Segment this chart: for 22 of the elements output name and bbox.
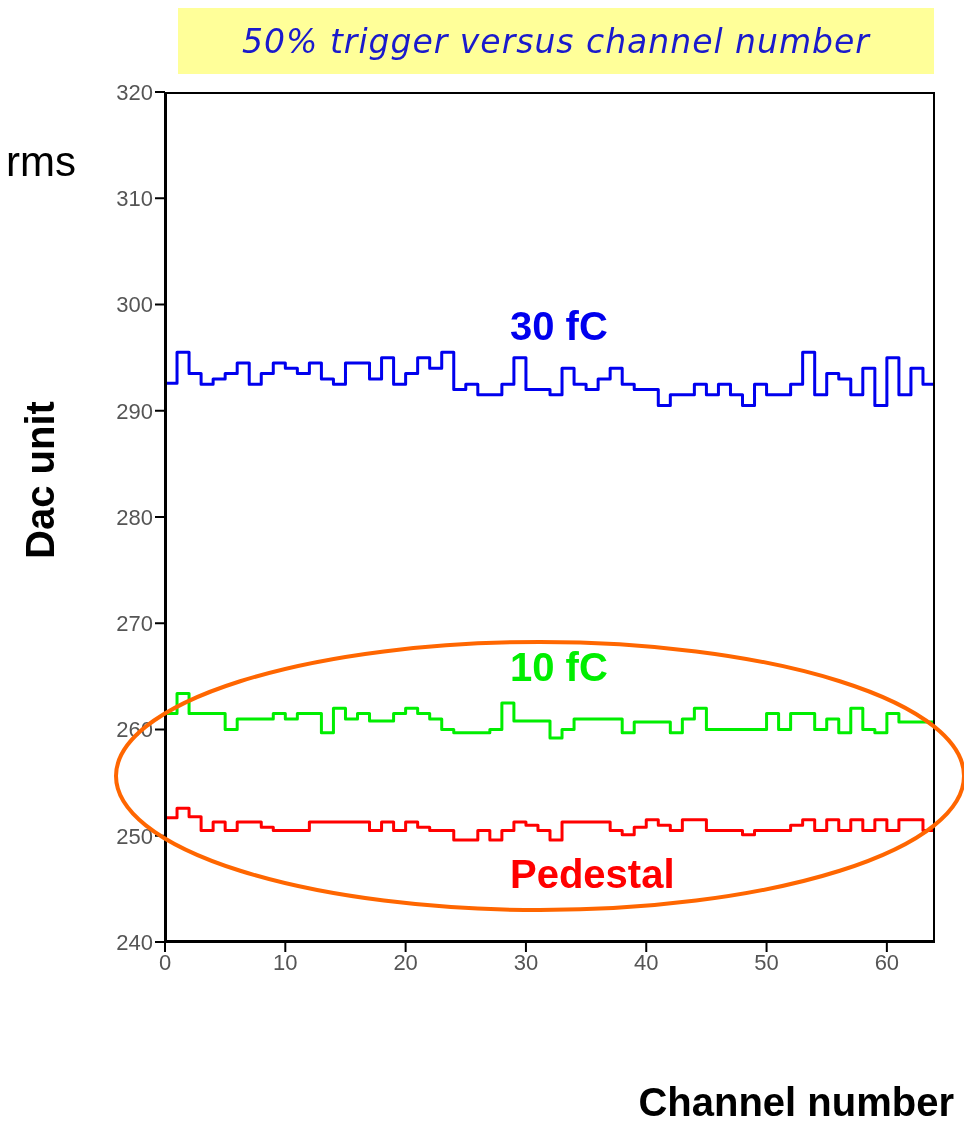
- text: rms: [6, 138, 76, 186]
- x-tick-label: 30: [513, 949, 539, 975]
- x-tick-label: 40: [634, 949, 659, 975]
- y-tick-label: 310: [116, 186, 153, 212]
- chart-title: 50% trigger versus channel number: [178, 8, 934, 74]
- x-tick-label: 20: [393, 949, 418, 975]
- y-tick-label: 270: [116, 611, 153, 637]
- series-label: Pedestal: [510, 852, 675, 897]
- series-label: 10 fC: [510, 645, 608, 691]
- x-tick-label: 0: [158, 949, 172, 975]
- y-tick-label: 240: [116, 929, 153, 955]
- y-tick-label: 300: [116, 292, 153, 318]
- y-axis-title: Dac unit: [17, 401, 63, 559]
- x-tick-label: 10: [273, 949, 298, 975]
- x-tick-label: 60: [874, 949, 900, 975]
- x-tick-label: 50: [754, 949, 779, 975]
- series-label: 30 fC: [510, 304, 608, 350]
- x-axis-title: Channel number: [638, 1080, 954, 1125]
- y-tick-label: 290: [116, 398, 153, 424]
- y-tick-label: 320: [116, 79, 153, 105]
- y-tick-label: 250: [116, 823, 153, 849]
- y-tick-label: 280: [116, 504, 153, 530]
